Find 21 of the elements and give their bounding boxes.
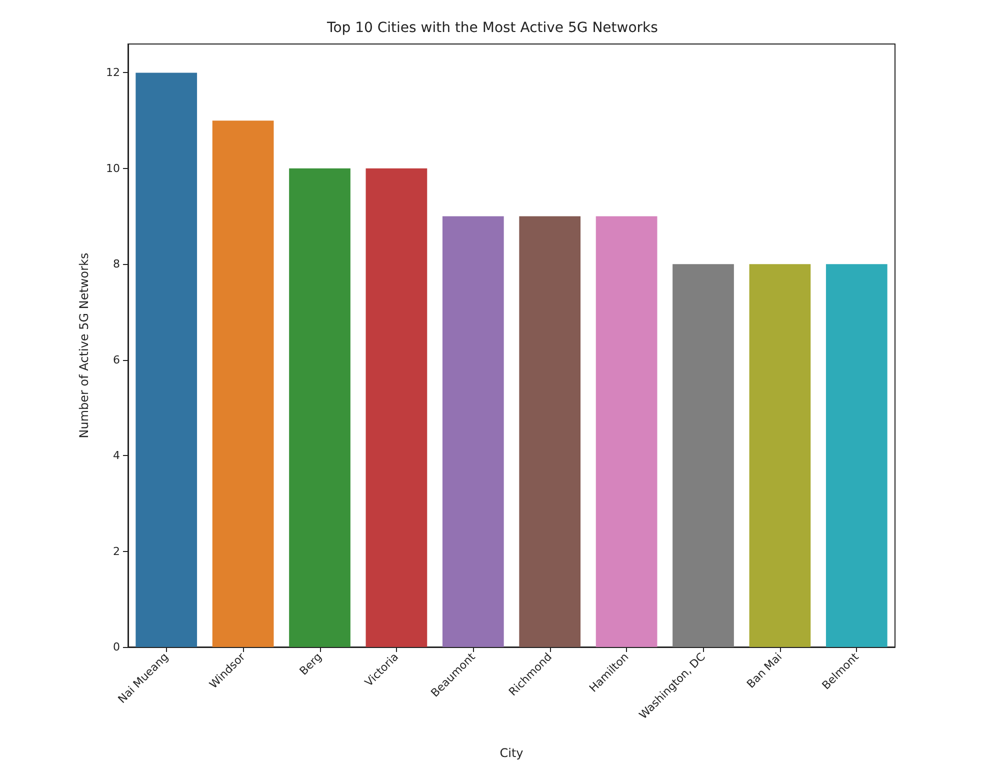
bar <box>136 72 198 647</box>
x-axis-title: City <box>500 746 524 760</box>
bar <box>212 120 274 647</box>
bar <box>442 216 504 647</box>
y-tick-label: 12 <box>106 66 120 80</box>
y-tick-label: 2 <box>113 544 120 558</box>
y-tick-label: 0 <box>113 640 120 654</box>
bar <box>672 264 734 647</box>
y-tick-label: 6 <box>113 353 120 366</box>
y-axis-title: Number of Active 5G Networks <box>77 252 91 438</box>
x-tick-label: Ban Mai <box>744 650 785 691</box>
bar <box>366 168 428 647</box>
bar <box>749 264 811 647</box>
bar <box>289 168 350 647</box>
bar <box>826 264 888 647</box>
bar <box>519 216 581 647</box>
bar <box>596 216 658 647</box>
y-tick-label: 8 <box>113 258 120 271</box>
y-tick-label: 4 <box>113 449 120 462</box>
y-tick-label: 10 <box>106 162 120 175</box>
chart-title: Top 10 Cities with the Most Active 5G Networks <box>326 20 658 36</box>
